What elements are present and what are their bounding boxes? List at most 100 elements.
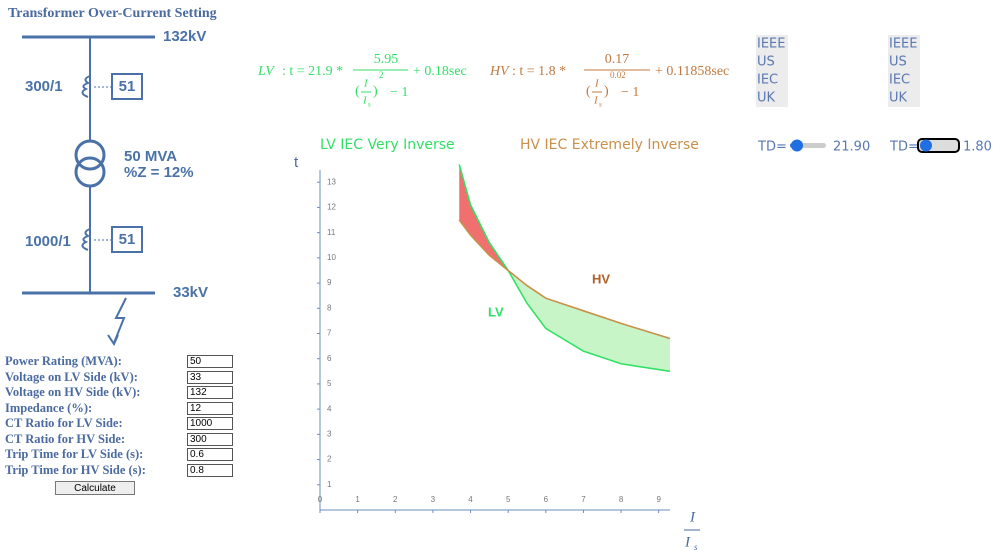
equation: LV: t = 21.9 * 5.95 (II s)2 − 1 + 0.18sec [257, 52, 467, 108]
field-input[interactable] [187, 417, 233, 430]
curve-option[interactable]: IEC [757, 73, 778, 88]
eq-side: LV [257, 64, 275, 79]
y-axis-label: t [294, 154, 299, 171]
curve-option[interactable]: UK [757, 91, 776, 106]
eq-sub: s [599, 101, 602, 109]
slider-value: 21.90 [833, 140, 870, 155]
form-row: Voltage on HV Side (kV): [5, 385, 245, 401]
x-tick-label: 2 [393, 495, 398, 504]
y-tick-label: 4 [327, 404, 332, 413]
eq-minus: − 1 [390, 85, 408, 100]
field-label: CT Ratio for LV Side: [5, 416, 123, 430]
bus-label: 132kV [163, 28, 206, 45]
slider-knob[interactable] [791, 139, 803, 152]
curve-option[interactable]: IEEE [889, 37, 917, 52]
transformer-winding [74, 139, 106, 171]
field-label: Trip Time for HV Side (s): [5, 462, 146, 477]
annotation: LV [488, 304, 504, 319]
form-row: Voltage on LV Side (kV): [5, 370, 245, 386]
eq-close: ) [373, 84, 378, 99]
series-title: LV IEC Very Inverse [320, 137, 455, 153]
form-row: Trip Time for LV Side (s): [5, 447, 245, 463]
x-axis-label: I [684, 534, 691, 550]
fault-arrow [107, 297, 127, 347]
x-tick-label: 1 [355, 495, 360, 504]
curve-option[interactable]: IEC [889, 73, 910, 88]
eq-minus: − 1 [621, 85, 639, 100]
eq-exponent: 0.02 [610, 70, 626, 80]
app-title: Transformer Over-Current Setting [8, 6, 217, 21]
field-label: Trip Time for LV Side (s): [5, 447, 144, 461]
eq-lhs: : t = 21.9 * [282, 64, 343, 79]
curve-list [756, 35, 788, 107]
input-form: Power Rating (MVA): Voltage on LV Side (k… [5, 354, 245, 495]
lv-ct [81, 228, 91, 251]
x-tick-label: 5 [506, 495, 511, 504]
curve-option[interactable]: US [757, 55, 775, 70]
field-label: Impedance (%): [5, 400, 93, 415]
x-tick-label: 3 [431, 495, 436, 504]
y-tick-label: 1 [327, 480, 332, 489]
y-tick-label: 2 [327, 455, 332, 464]
hv-ct [81, 75, 91, 98]
field-input[interactable] [187, 448, 233, 461]
x-axis-label: I [689, 509, 696, 525]
impedance-label: %Z = 12% [124, 164, 194, 181]
y-tick-label: 10 [327, 253, 336, 262]
slider-label: TD= [889, 140, 919, 155]
eq-i: I [363, 78, 369, 90]
eq-open: ( [586, 84, 591, 99]
field-input[interactable] [187, 401, 233, 415]
form-row: CT Ratio for HV Side: [5, 432, 245, 448]
x-tick-label: 8 [619, 495, 624, 504]
transformer-winding [74, 156, 106, 188]
y-tick-label: 3 [327, 429, 332, 438]
rating-label: 50 MVA [124, 148, 177, 165]
y-tick-label: 6 [327, 354, 332, 363]
field-input[interactable] [187, 355, 233, 368]
eq-lhs: : t = 1.8 * [512, 64, 566, 79]
curve-option[interactable]: UK [889, 91, 908, 106]
x-tick-label: 6 [544, 495, 549, 504]
curve [458, 219, 671, 340]
series-title: HV IEC Extremely Inverse [520, 137, 699, 153]
x-tick-label: 4 [468, 495, 473, 504]
y-tick-label: 11 [327, 228, 336, 237]
relay-box [111, 226, 143, 253]
x-axis-label: s [694, 542, 698, 552]
y-tick-label: 13 [327, 177, 336, 186]
slider-label: TD= [757, 140, 787, 155]
slider-knob[interactable] [920, 139, 932, 152]
relay-label: 51 [119, 78, 136, 95]
form-row: Impedance (%): [5, 401, 245, 417]
x-tick-label: 0 [318, 495, 323, 504]
y-tick-label: 5 [327, 379, 332, 388]
x-tick-label: 9 [656, 495, 661, 504]
field-input[interactable] [187, 432, 233, 446]
curve-option[interactable]: US [889, 55, 907, 70]
eq-is: I [362, 95, 368, 107]
form-row: Trip Time for HV Side (s): [5, 463, 245, 479]
y-tick-label: 8 [327, 303, 332, 312]
eq-exponent: 2 [379, 70, 384, 80]
ct-label: 300/1 [25, 78, 63, 95]
eq-open: ( [355, 84, 360, 99]
eq-numerator: 0.17 [605, 52, 630, 67]
relay-box [111, 73, 143, 100]
y-tick-label: 7 [327, 329, 332, 338]
field-label: Power Rating (MVA): [5, 354, 122, 368]
relay-label: 51 [119, 231, 136, 248]
calculate-button[interactable]: Calculate [55, 481, 135, 495]
eq-is: I [593, 95, 599, 107]
curve [458, 164, 671, 373]
field-label: Voltage on HV Side (kV): [5, 385, 141, 399]
field-input[interactable] [187, 370, 233, 384]
x-tick-label: 7 [581, 495, 586, 504]
field-input[interactable] [187, 463, 233, 477]
field-input[interactable] [187, 386, 233, 399]
eq-numerator: 5.95 [374, 52, 399, 67]
slider-value: 1.80 [963, 140, 992, 155]
curve-option[interactable]: IEEE [757, 37, 785, 52]
form-row: Power Rating (MVA): [5, 354, 245, 370]
